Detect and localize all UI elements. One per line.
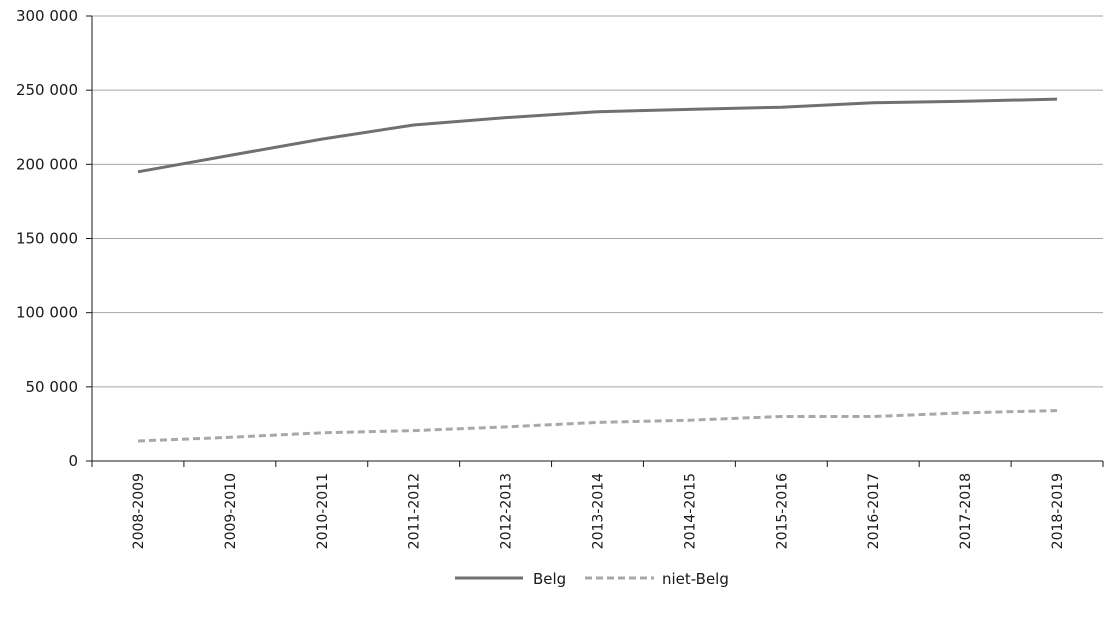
x-tick-label: 2017-2018 [958, 473, 974, 549]
y-tick-label: 300 000 [16, 7, 78, 25]
legend-label: Belg [533, 570, 566, 588]
x-tick-label: 2012-2013 [499, 473, 515, 549]
y-tick-label: 200 000 [16, 155, 78, 173]
x-tick-label: 2009-2010 [223, 473, 239, 549]
gridlines [92, 15, 1103, 388]
x-tick-label: 2013-2014 [591, 473, 607, 549]
x-tick-label: 2008-2009 [131, 473, 147, 549]
x-tick-label: 2015-2016 [774, 473, 790, 549]
y-axis-tick-labels: 0 50 000 100 000 150 000 200 000 250 000 300 0… [16, 7, 78, 470]
series-line-belg [137, 97, 1058, 174]
x-tick-label: 2011-2012 [407, 473, 423, 549]
x-tick-label: 2014-2015 [682, 473, 698, 549]
axes [86, 15, 1104, 467]
y-tick-label: 0 [68, 452, 78, 470]
x-tick-label: 2018-2019 [1050, 473, 1066, 549]
y-tick-label: 50 000 [26, 378, 79, 396]
y-tick-label: 250 000 [16, 81, 78, 99]
x-axis-tick-labels: 2008-2009 2009-2010 2010-2011 2011-2012 2012… [131, 473, 1066, 549]
series-line-niet-belg [137, 409, 1058, 443]
x-tick-label: 2016-2017 [866, 473, 882, 549]
x-tick-label: 2010-2011 [315, 473, 331, 549]
legend: Belg niet-Belg [455, 570, 729, 588]
y-tick-label: 100 000 [16, 304, 78, 322]
y-tick-label: 150 000 [16, 230, 78, 248]
legend-label: niet-Belg [662, 570, 729, 588]
series-lines [137, 97, 1058, 443]
